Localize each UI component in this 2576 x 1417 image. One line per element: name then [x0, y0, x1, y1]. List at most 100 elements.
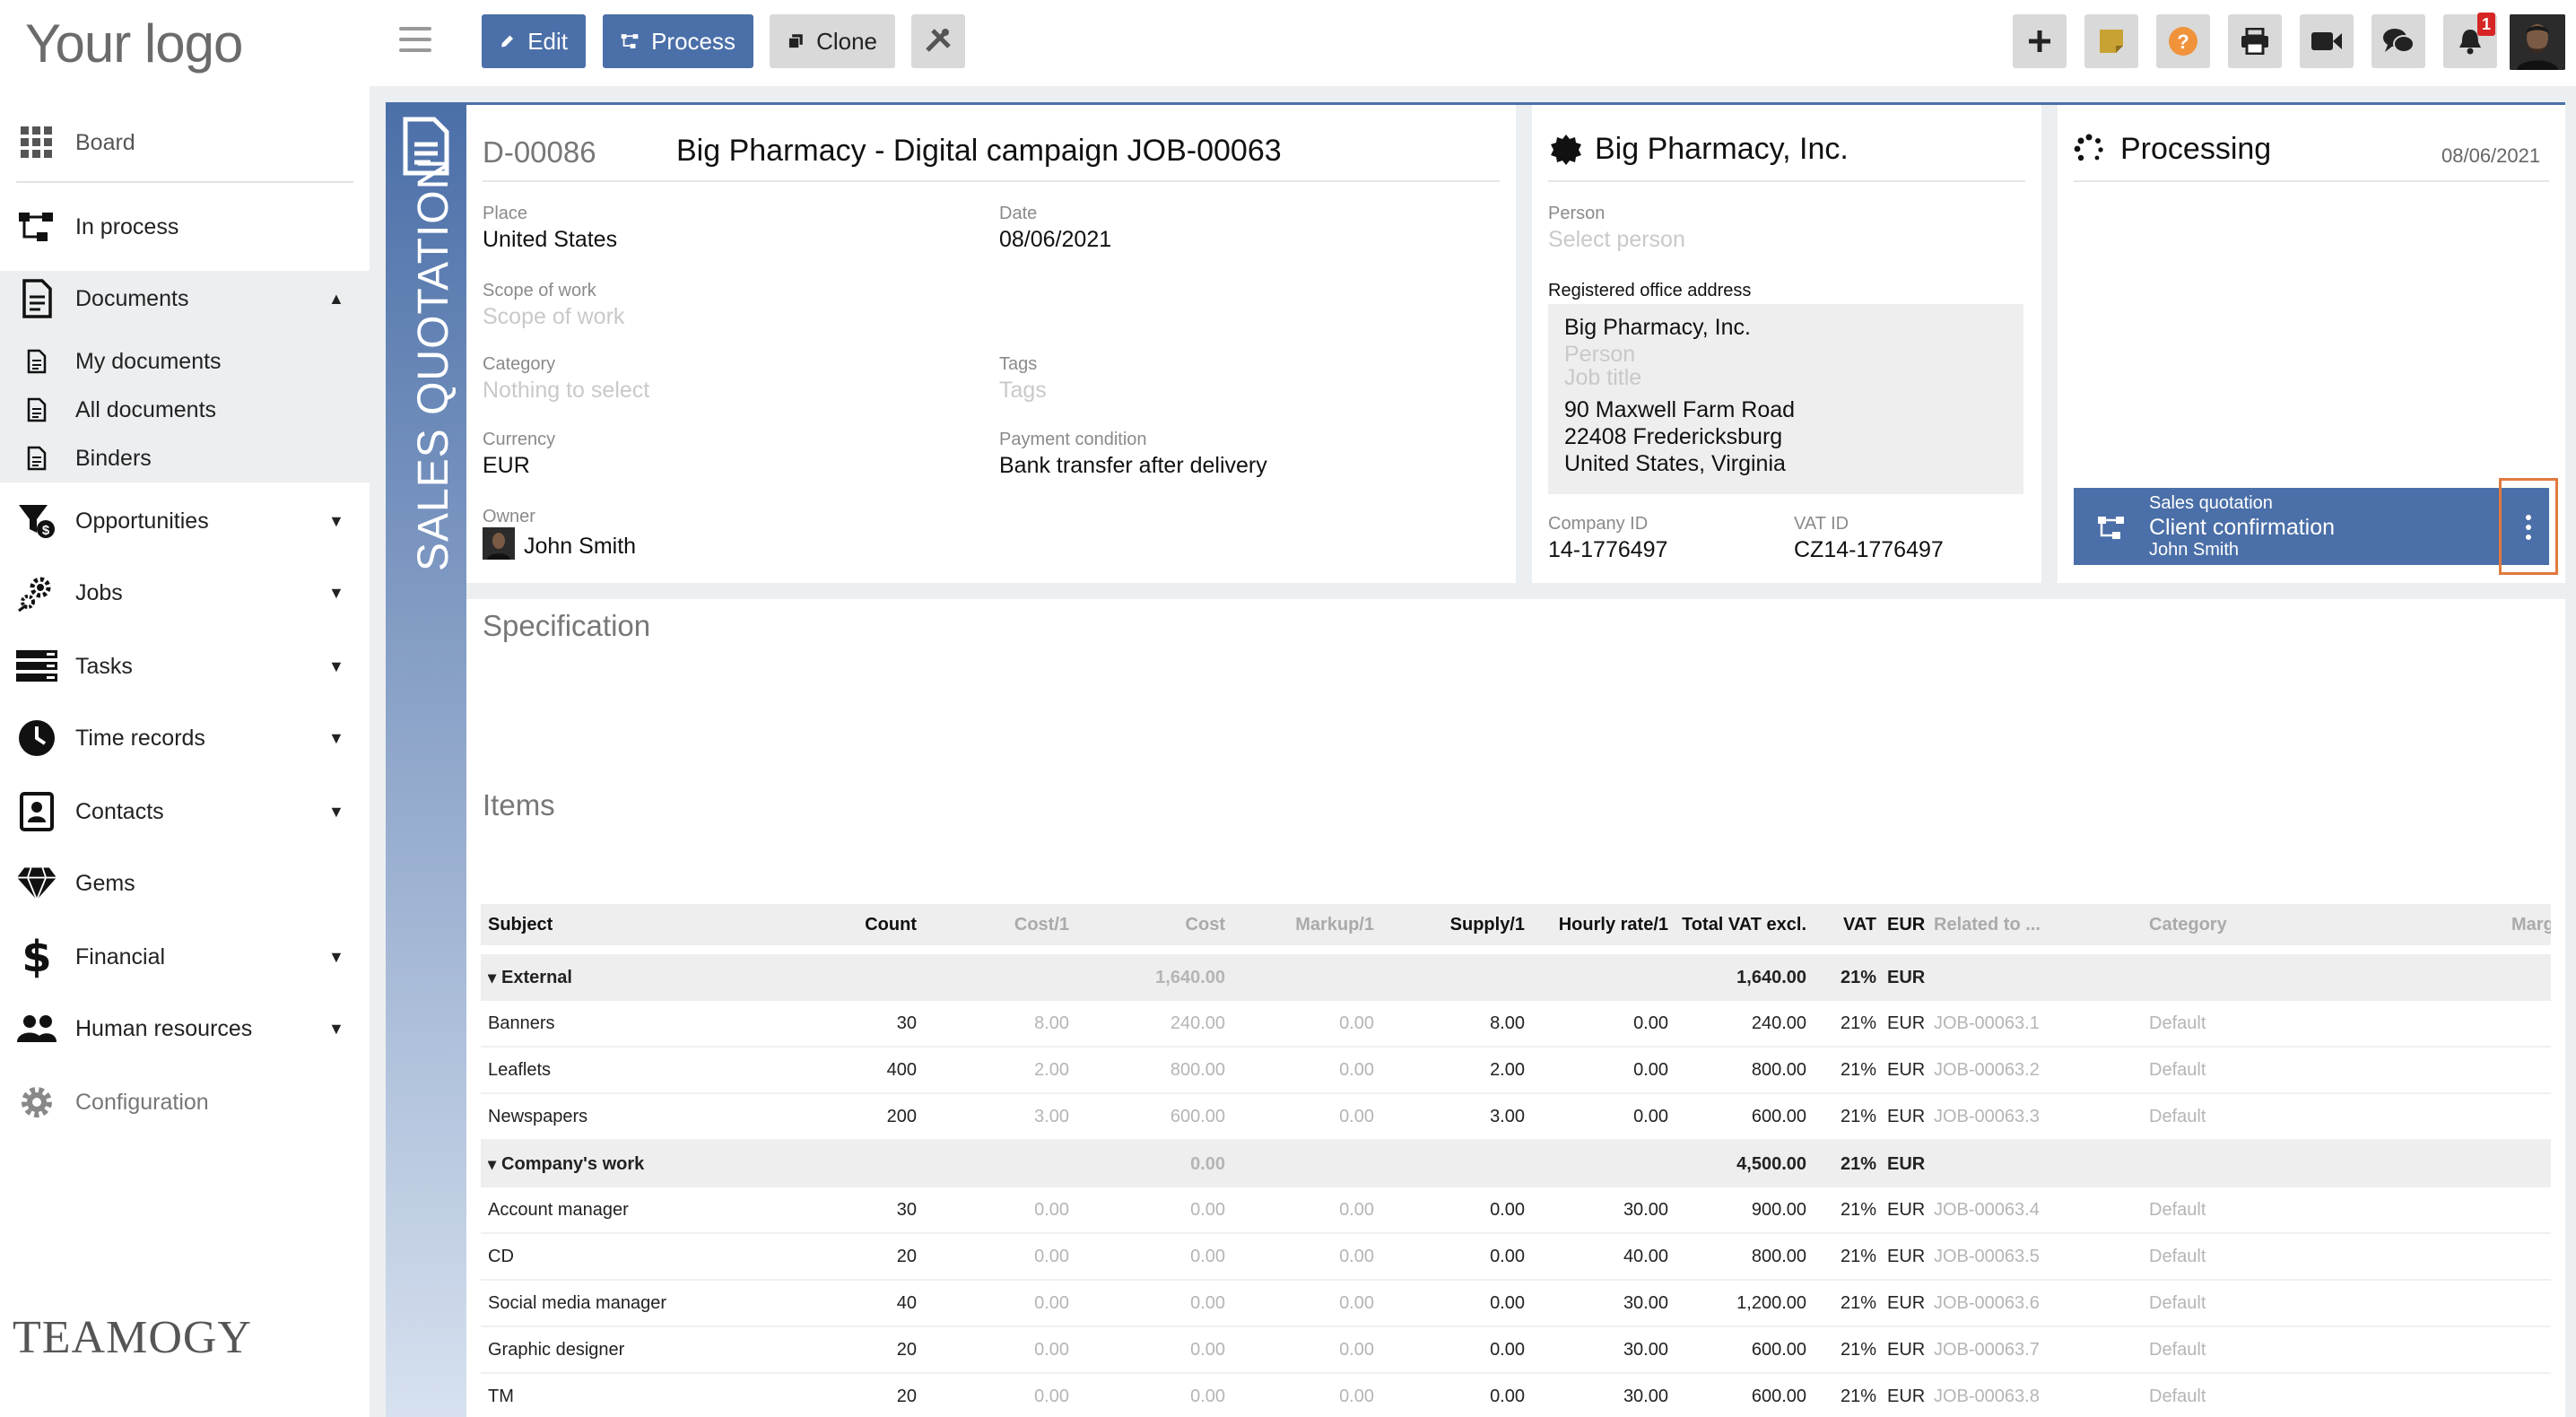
sidebar-item-label: Human resources — [75, 1015, 253, 1041]
table-row[interactable]: Leaflets 400 2.00 800.00 0.00 2.00 0.00 800.00 2… — [481, 1048, 2551, 1094]
sidebar-item-financial[interactable]: $ Financial ▼ — [0, 929, 370, 985]
table-row[interactable]: TM 20 0.00 0.00 0.00 0.00 30.00 600.00 21% EUR JOB… — [481, 1374, 2551, 1417]
process-button[interactable]: Process — [603, 14, 753, 68]
table-cell — [1229, 1141, 1374, 1187]
table-cell: Account manager — [488, 1199, 629, 1220]
edit-button-label: Edit — [527, 27, 568, 55]
company-id-value[interactable]: 14-1776497 — [1548, 537, 1668, 562]
print-button[interactable] — [2228, 14, 2282, 68]
divider — [16, 181, 353, 183]
column-header[interactable]: Total VAT excl. — [1682, 914, 1806, 935]
sidebar-item-documents[interactable]: Documents ▲ — [0, 271, 370, 326]
video-call-button[interactable] — [2300, 14, 2354, 68]
table-group-row[interactable]: ▾ External 1,640.00 1,640.00 21% EUR — [481, 954, 2551, 1001]
sidebar-item-gems[interactable]: Gems — [0, 856, 370, 911]
bell-icon — [2459, 30, 2481, 55]
table-cell: 20 — [896, 1339, 917, 1360]
sidebar-item-my-documents[interactable]: My documents — [0, 337, 370, 386]
sidebar-item-human-resources[interactable]: Human resources ▼ — [0, 1001, 370, 1056]
payment-value[interactable]: Bank transfer after delivery — [999, 453, 1267, 478]
category-select[interactable]: Nothing to select — [483, 378, 650, 403]
table-row[interactable]: Graphic designer 20 0.00 0.00 0.00 0.00 30.00 6… — [481, 1327, 2551, 1374]
column-header[interactable]: Related to ... — [1934, 914, 2041, 935]
table-cell — [1229, 954, 1374, 1001]
table-cell: Default — [2149, 1199, 2206, 1220]
column-header[interactable]: Cost — [1185, 914, 1225, 935]
user-avatar[interactable] — [2510, 14, 2565, 70]
table-header-row: Subject Count Cost/1 Cost Markup/1 Supply/1 Ho… — [481, 904, 2551, 945]
company-name[interactable]: Big Pharmacy, Inc. — [1595, 132, 1849, 166]
sidebar-item-board[interactable]: Board — [0, 115, 370, 170]
scope-field[interactable]: Scope of work — [483, 304, 625, 329]
address-box[interactable]: Big Pharmacy, Inc. Person Job title 90 M… — [1548, 304, 2023, 494]
table-cell: 8.00 — [1034, 1013, 1069, 1033]
table-cell: 240.00 — [1751, 1013, 1806, 1033]
table-cell — [1934, 954, 2140, 1001]
pencil-icon — [501, 35, 514, 48]
step-menu-button[interactable] — [2499, 478, 2558, 575]
table-cell: 30 — [896, 1013, 917, 1033]
status-title: Processing — [2120, 132, 2272, 166]
table-row[interactable]: Banners 30 8.00 240.00 0.00 8.00 0.00 240.00 21%… — [481, 1001, 2551, 1048]
table-row[interactable]: Newspapers 200 3.00 600.00 0.00 3.00 0.00 600.0… — [481, 1094, 2551, 1141]
sidebar-item-time-records[interactable]: Time records ▼ — [0, 710, 370, 766]
notifications-button[interactable]: 1 — [2443, 13, 2497, 68]
column-header[interactable]: Count — [865, 914, 917, 935]
column-header[interactable]: EUR — [1887, 914, 1926, 935]
table-cell — [2511, 1187, 2551, 1232]
process-step-card[interactable]: Sales quotation Client confirmation John… — [2074, 488, 2549, 565]
edit-button[interactable]: Edit — [482, 14, 586, 68]
dollar-icon: $ — [22, 932, 52, 982]
chat-button[interactable] — [2371, 14, 2425, 68]
sidebar-item-contacts[interactable]: Contacts ▼ — [0, 784, 370, 839]
vat-id-value[interactable]: CZ14-1776497 — [1794, 537, 1944, 562]
table-row[interactable]: Account manager 30 0.00 0.00 0.00 0.00 30.00 90… — [481, 1187, 2551, 1234]
table-cell — [1934, 1141, 2140, 1187]
place-value[interactable]: United States — [483, 227, 618, 252]
tags-field[interactable]: Tags — [999, 378, 1047, 403]
owner-name[interactable]: John Smith — [524, 534, 637, 559]
column-header[interactable]: Marg — [2511, 914, 2551, 935]
table-row[interactable]: Social media manager 40 0.00 0.00 0.00 0.00 30… — [481, 1281, 2551, 1327]
column-header[interactable]: Supply/1 — [1449, 914, 1525, 935]
sidebar-item-all-documents[interactable]: All documents — [0, 386, 370, 434]
table-cell — [2511, 1327, 2551, 1372]
column-header[interactable]: Hourly rate/1 — [1558, 914, 1668, 935]
add-button[interactable] — [2013, 14, 2067, 68]
tools-button[interactable] — [911, 14, 965, 68]
person-select[interactable]: Select person — [1548, 227, 1685, 252]
table-cell: 21% — [1840, 967, 1876, 987]
currency-value[interactable]: EUR — [483, 453, 530, 478]
table-cell: 2.00 — [1490, 1059, 1525, 1080]
table-group-row[interactable]: ▾ Company's work 0.00 4,500.00 21% EUR — [481, 1141, 2551, 1187]
menu-toggle-icon[interactable] — [399, 27, 431, 54]
column-header[interactable]: Category — [2149, 914, 2227, 935]
sticky-note-button[interactable] — [2084, 14, 2138, 68]
column-header[interactable]: Subject — [488, 914, 553, 935]
app-logo[interactable]: Your logo — [25, 13, 243, 74]
date-value[interactable]: 08/06/2021 — [999, 227, 1112, 252]
column-header[interactable]: Markup/1 — [1295, 914, 1374, 935]
sidebar-item-opportunities[interactable]: $ Opportunities ▼ — [0, 493, 370, 549]
sidebar-item-tasks[interactable]: Tasks ▼ — [0, 639, 370, 694]
column-header[interactable]: VAT — [1842, 914, 1876, 935]
sidebar-item-binders[interactable]: Binders — [0, 434, 370, 482]
table-cell: 0.00 — [1490, 1386, 1525, 1406]
sidebar-item-configuration[interactable]: Configuration — [0, 1074, 370, 1130]
sidebar-item-in-process[interactable]: In process — [0, 199, 370, 255]
collapse-caret-icon[interactable]: ▾ — [488, 968, 497, 987]
clone-button[interactable]: Clone — [770, 14, 895, 68]
document-title[interactable]: Big Pharmacy - Digital campaign JOB-0006… — [676, 134, 1282, 168]
table-cell: EUR — [1887, 1246, 1926, 1266]
collapse-caret-icon[interactable]: ▾ — [488, 1154, 497, 1173]
table-cell: 200 — [886, 1106, 917, 1126]
column-header[interactable]: Cost/1 — [1014, 914, 1069, 935]
table-cell: 400 — [886, 1059, 917, 1080]
sidebar-item-jobs[interactable]: Jobs ▼ — [0, 565, 370, 621]
table-row[interactable]: CD 20 0.00 0.00 0.00 0.00 40.00 800.00 21% EUR JOB… — [481, 1234, 2551, 1281]
plus-icon — [2029, 30, 2050, 52]
document-number[interactable]: D-00086 — [483, 135, 596, 169]
chevron-down-icon: ▼ — [328, 802, 344, 821]
help-button[interactable]: ? — [2156, 14, 2210, 68]
table-cell: 21% — [1840, 1059, 1876, 1080]
